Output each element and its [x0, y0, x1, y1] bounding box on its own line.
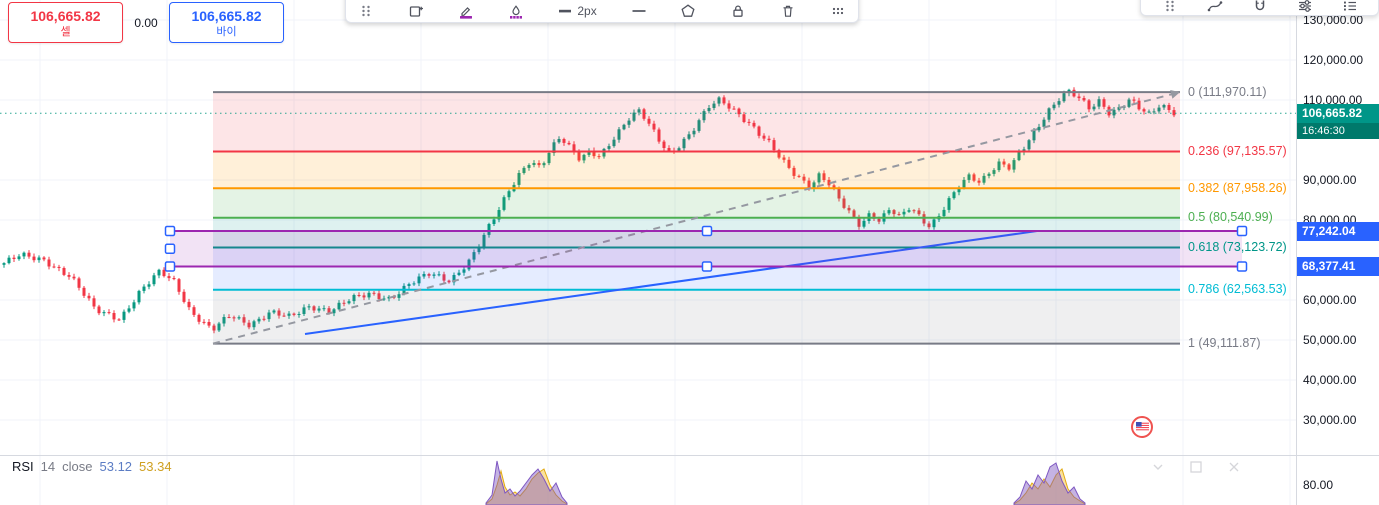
drawing-floating-toolbar: 2px [345, 0, 859, 23]
polygon-icon[interactable] [680, 3, 696, 19]
delete-icon[interactable] [780, 3, 796, 19]
pane-control-buttons [1150, 459, 1242, 480]
rsi-axis-tick: 80.00 [1303, 478, 1334, 492]
order-entry-widget: 106,665.82 셀 0.00 106,665.82 바이 [8, 2, 284, 43]
rsi-value-1: 53.12 [99, 459, 133, 474]
price-axis-tick: 110,000.00 [1303, 93, 1363, 107]
drag-handle-icon[interactable] [1162, 0, 1178, 14]
spread-value: 0.00 [134, 15, 158, 30]
adjust-sliders-icon[interactable] [1297, 0, 1313, 14]
current-price-time: 16:46:30 [1297, 123, 1379, 139]
sell-price: 106,665.82 [30, 8, 101, 24]
rsi-params: 14 [40, 459, 56, 474]
candlesticks [2, 87, 1176, 334]
line-width-icon[interactable]: 2px [557, 3, 597, 19]
close-pane-icon[interactable] [1226, 459, 1242, 480]
current-price-value: 106,665.82 [1297, 104, 1379, 123]
channel-handle[interactable] [701, 261, 713, 272]
channel-handle[interactable] [701, 225, 713, 237]
drag-handle-icon[interactable] [358, 3, 374, 19]
price-axis-tick: 130,000.00 [1303, 13, 1364, 27]
price-axis-tick: 30,000.00 [1303, 413, 1357, 427]
buy-button[interactable]: 106,665.82 바이 [169, 2, 284, 43]
price-axis[interactable]: 130,000.00 120,000.00 110,000.00 90,000.00 8… [1296, 0, 1379, 505]
channel-handle[interactable] [1236, 261, 1248, 272]
rsi-source: close [62, 459, 93, 474]
fib-trend-line[interactable] [212, 91, 1181, 345]
more-options-icon[interactable] [830, 3, 846, 19]
channel-handle[interactable] [1236, 225, 1248, 237]
topright-toolbar [1140, 0, 1379, 16]
channel-handle[interactable] [164, 261, 176, 272]
rsi-value-2: 53.34 [139, 459, 172, 474]
line-style-icon[interactable] [631, 3, 647, 19]
sell-label: 셀 [60, 26, 71, 38]
channel-handle[interactable] [164, 243, 176, 255]
object-tree-icon[interactable] [1342, 0, 1358, 14]
channel-handle[interactable] [164, 225, 176, 237]
rsi-legend[interactable]: RSI 14 close 53.12 53.34 [12, 459, 172, 474]
price-axis-tick: 40,000.00 [1303, 373, 1357, 387]
us-flag-event-icon[interactable] [1131, 416, 1153, 438]
channel-price-badge: 68,377.41 [1297, 257, 1379, 276]
line-width-label: 2px [577, 4, 597, 18]
support-trend-line[interactable] [304, 230, 1038, 335]
line-color-icon[interactable] [458, 3, 474, 19]
magnet-icon[interactable] [1252, 0, 1268, 14]
parallel-channel [164, 225, 1248, 272]
current-price-badge: 106,665.82 16:46:30 [1297, 104, 1379, 139]
channel-price-badge: 77,242.04 [1297, 222, 1379, 241]
sell-button[interactable]: 106,665.82 셀 [8, 2, 123, 43]
maximize-pane-icon[interactable] [1188, 459, 1204, 480]
rsi-title: RSI [12, 459, 34, 474]
lock-icon[interactable] [730, 3, 746, 19]
price-axis-tick: 90,000.00 [1303, 173, 1357, 187]
add-alert-icon[interactable] [408, 3, 424, 19]
buy-label: 바이 [216, 26, 237, 38]
price-axis-tick: 120,000.00 [1303, 53, 1364, 67]
fill-color-icon[interactable] [508, 3, 524, 19]
buy-price: 106,665.82 [191, 8, 262, 24]
rsi-plot [485, 460, 1086, 505]
price-axis-tick: 60,000.00 [1303, 293, 1357, 307]
collapse-pane-icon[interactable] [1150, 459, 1166, 480]
draw-curve-icon[interactable] [1207, 0, 1223, 14]
price-axis-tick: 50,000.00 [1303, 333, 1357, 347]
fib-retracement [213, 91, 1180, 345]
